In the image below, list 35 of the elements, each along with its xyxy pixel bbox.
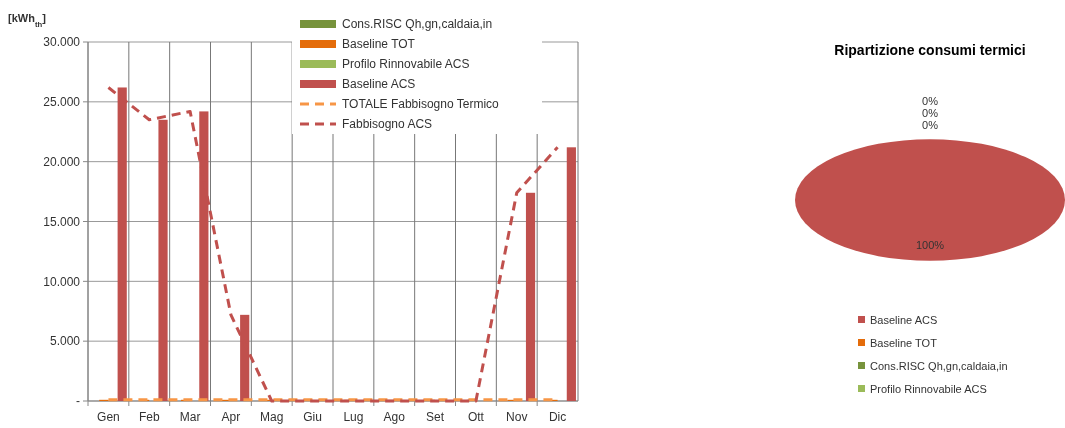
x-tick-label: Giu xyxy=(303,410,322,424)
y-tick-label: - xyxy=(76,394,80,409)
legend-label: Cons.RISC Qh,gn,caldaia,in xyxy=(342,17,493,32)
x-tick-label: Mar xyxy=(179,410,201,424)
legend-label: Fabbisogno ACS xyxy=(342,117,433,132)
y-axis-title: [kWh$_{th}$] xyxy=(8,12,47,29)
legend-label: Baseline ACS xyxy=(870,313,938,326)
x-tick-label: Gen xyxy=(97,410,120,424)
x-tick-label: Nov xyxy=(506,410,528,424)
chart-title: Ripartizione consumi termici xyxy=(834,42,1026,58)
y-tick-label: 5.000 xyxy=(49,334,81,349)
y-tick-label: 10.000 xyxy=(43,274,81,289)
legend-label: TOTALE Fabbisogno Termico xyxy=(342,97,500,112)
legend-label: Profilo Rinnovabile ACS xyxy=(870,382,987,395)
legend-label: Baseline TOT xyxy=(342,37,416,52)
text: 0% xyxy=(922,119,938,132)
x-tick-label: Apr xyxy=(221,410,241,424)
x-tick-label: Ott xyxy=(467,410,485,424)
x-tick-label: Dic xyxy=(548,410,567,424)
x-tick-label: Feb xyxy=(138,410,160,424)
y-tick-label: 15.000 xyxy=(43,214,81,229)
x-tick-label: Lug xyxy=(343,410,364,424)
x-tick-label: Ago xyxy=(383,410,406,424)
legend-label: Cons.RISC Qh,gn,caldaia,in xyxy=(870,359,1008,372)
y-tick-label: 25.000 xyxy=(43,95,81,110)
data-label: 100% xyxy=(915,239,945,252)
x-tick-label: Set xyxy=(426,410,445,424)
text: 0% xyxy=(922,95,938,108)
x-tick-label: Mag xyxy=(260,410,284,424)
y-tick-label: 20.000 xyxy=(43,154,81,169)
y-tick-label: 30.000 xyxy=(43,35,81,50)
legend-label: Baseline TOT xyxy=(870,336,938,349)
legend-label: Baseline ACS xyxy=(342,77,416,92)
text: 0% xyxy=(922,107,938,120)
legend-label: Profilo Rinnovabile ACS xyxy=(342,57,470,72)
